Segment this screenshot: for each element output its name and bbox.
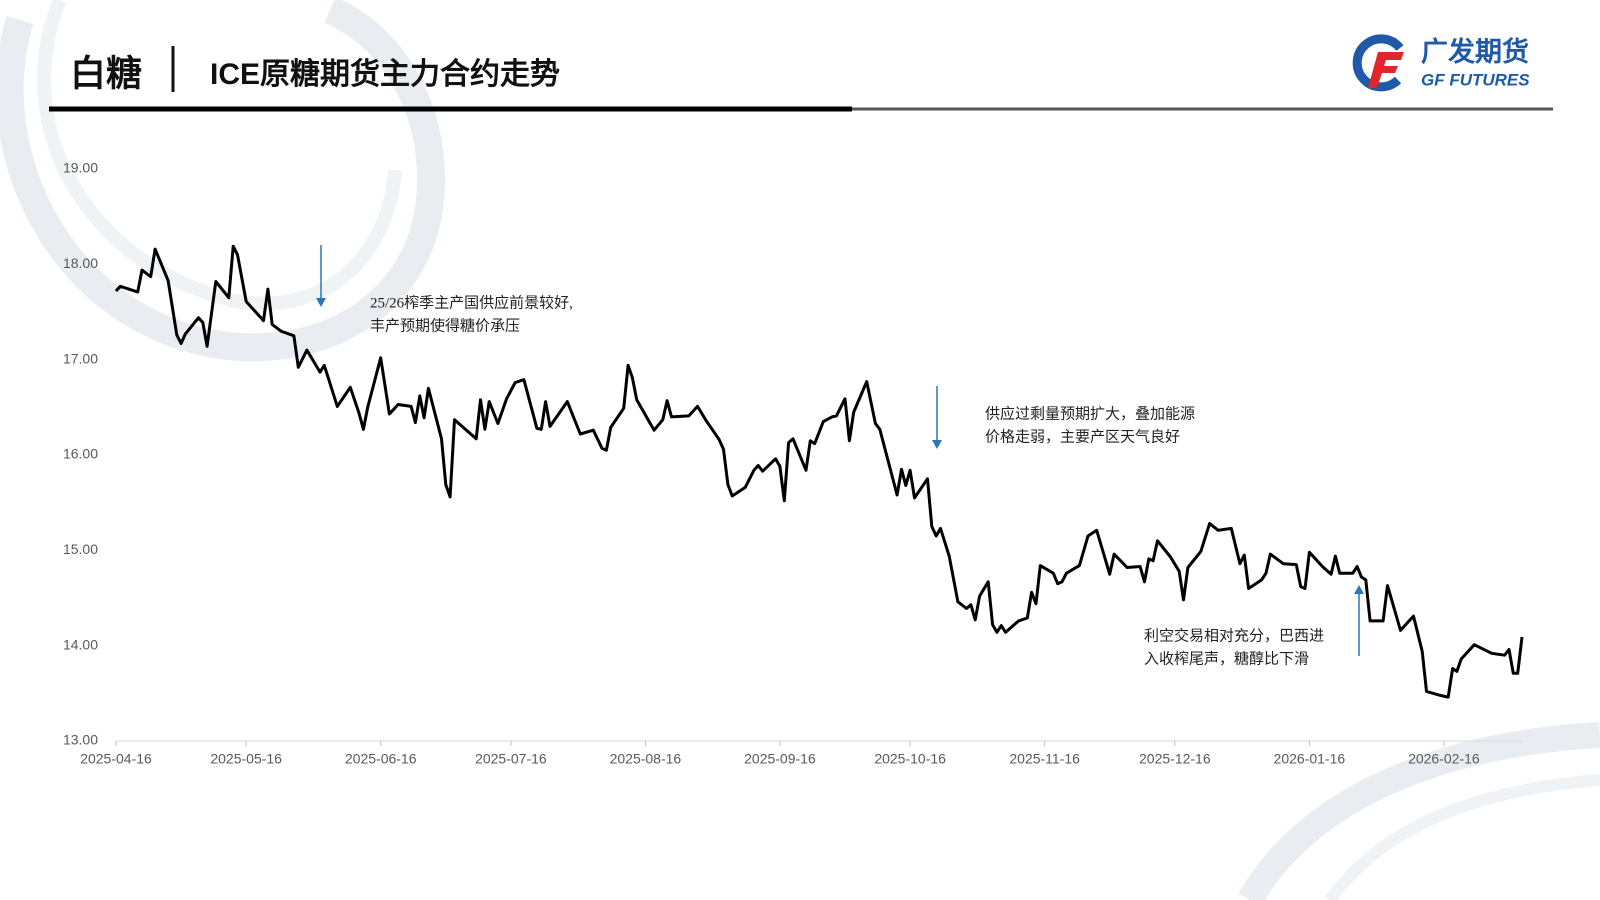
annotation: 入收榨尾声，糖醇比下滑 [1144,649,1309,667]
logo-en: GF FUTURES [1421,70,1530,89]
chart-title: ICE原糖期货主力合约走势 [210,57,560,91]
x-tick-label: 2025-10-16 [874,751,946,767]
section-title: 白糖 [70,53,142,94]
x-tick-label: 2025-06-16 [345,751,417,767]
x-tick-label: 2026-01-16 [1274,751,1346,767]
x-tick-label: 2025-12-16 [1139,751,1211,767]
x-tick-label: 2026-02-16 [1408,751,1480,767]
x-tick-label: 2025-04-16 [80,751,152,767]
annotation: 价格走弱，主要产区天气良好 [985,428,1180,445]
x-tick-label: 2025-08-16 [610,751,682,767]
price-line [114,244,1524,699]
y-tick-label: 13.00 [63,732,98,748]
x-tick-label: 2025-09-16 [744,751,816,767]
annotation: 供应过剩量预期扩大，叠加能源 [985,404,1195,422]
annotation: 利空交易相对充分，巴西进 [1144,626,1324,644]
annotation-arrows [316,245,1364,656]
logo: 广发期货 GF FUTURES [1352,34,1530,92]
x-tick-label: 2025-05-16 [210,751,282,767]
y-tick-label: 19.00 [63,160,98,176]
y-tick-label: 15.00 [63,541,98,557]
x-tick-label: 2025-11-16 [1009,751,1080,767]
y-tick-label: 18.00 [63,255,98,271]
y-tick-label: 17.00 [63,350,98,366]
x-tick-label: 2025-07-16 [475,751,547,767]
y-tick-label: 16.00 [63,446,98,462]
annotation: 25/26榨季主产国供应前景较好, [370,293,573,311]
y-tick-label: 14.00 [63,636,98,652]
annotation: 丰产预期使得糖价承压 [370,317,520,334]
logo-cn: 广发期货 [1421,36,1529,67]
